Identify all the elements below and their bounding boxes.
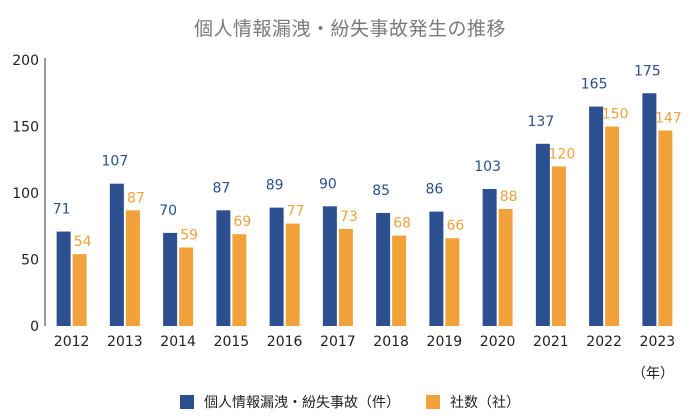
data-label-companies-2014: 59 [180, 228, 198, 244]
x-tick-label-2013: 2013 [107, 334, 143, 350]
data-label-incidents-2013: 107 [102, 154, 129, 170]
legend-item-incidents: 個人情報漏洩・紛失事故（件） [180, 392, 400, 412]
bar-companies-2019 [445, 238, 460, 326]
data-label-incidents-2018: 85 [372, 183, 390, 199]
data-label-incidents-2022: 165 [581, 77, 608, 93]
bar-companies-2013 [125, 210, 140, 326]
legend-swatch-incidents [180, 395, 194, 409]
bar-incidents-2022 [589, 106, 604, 326]
data-label-incidents-2015: 87 [212, 180, 230, 196]
bar-companies-2015 [232, 234, 247, 326]
data-label-companies-2016: 77 [287, 204, 305, 220]
bar-incidents-2018 [376, 212, 391, 326]
y-tick-label-150: 150 [12, 120, 39, 136]
x-tick-label-2014: 2014 [160, 334, 196, 350]
data-label-companies-2018: 68 [393, 216, 411, 232]
bar-incidents-2016 [269, 207, 284, 326]
legend-label-companies: 社数（社） [450, 395, 520, 411]
x-tick-label-2021: 2021 [533, 334, 569, 350]
x-tick-label-2012: 2012 [54, 334, 90, 350]
bar-companies-2021 [551, 166, 566, 326]
data-label-incidents-2019: 86 [425, 182, 443, 198]
y-tick-label-200: 200 [12, 53, 39, 69]
data-label-companies-2012: 54 [74, 234, 92, 250]
bar-incidents-2023 [642, 93, 657, 326]
data-label-companies-2017: 73 [340, 209, 358, 225]
data-label-incidents-2012: 71 [53, 202, 71, 218]
data-label-incidents-2020: 103 [474, 159, 501, 175]
legend-item-companies: 社数（社） [426, 392, 520, 412]
data-label-incidents-2017: 90 [319, 176, 337, 192]
y-tick-label-0: 0 [30, 319, 39, 335]
legend: 個人情報漏洩・紛失事故（件） 社数（社） [0, 392, 700, 412]
legend-label-incidents: 個人情報漏洩・紛失事故（件） [204, 395, 400, 411]
data-label-companies-2020: 88 [500, 189, 518, 205]
bar-incidents-2012 [56, 231, 71, 326]
y-tick-label-100: 100 [12, 186, 39, 202]
data-label-incidents-2014: 70 [159, 203, 177, 219]
bar-companies-2022 [605, 126, 620, 326]
x-tick-label-2023: 2023 [640, 334, 676, 350]
x-tick-label-2020: 2020 [480, 334, 516, 350]
x-tick-label-2015: 2015 [214, 334, 250, 350]
chart-title: 個人情報漏洩・紛失事故発生の推移 [193, 18, 506, 40]
bar-incidents-2019 [429, 211, 444, 326]
x-tick-label-2016: 2016 [267, 334, 303, 350]
data-label-companies-2015: 69 [233, 214, 251, 230]
bar-companies-2017 [338, 228, 353, 326]
data-label-companies-2022: 150 [602, 107, 629, 123]
bar-companies-2016 [285, 223, 300, 326]
bar-incidents-2021 [535, 143, 550, 326]
bar-incidents-2020 [482, 189, 497, 326]
bar-incidents-2014 [163, 232, 178, 326]
x-tick-label-2019: 2019 [427, 334, 463, 350]
data-label-companies-2013: 87 [127, 190, 145, 206]
bar-companies-2023 [658, 130, 673, 326]
x-tick-label-2018: 2018 [373, 334, 409, 350]
bar-companies-2018 [392, 235, 407, 326]
x-tick-label-2017: 2017 [320, 334, 356, 350]
bar-companies-2012 [72, 254, 87, 326]
data-label-companies-2021: 120 [549, 146, 576, 162]
x-axis-unit-label: （年） [632, 366, 674, 382]
data-label-companies-2019: 66 [446, 218, 464, 234]
data-label-incidents-2016: 89 [266, 178, 284, 194]
bar-incidents-2013 [109, 183, 124, 326]
y-tick-label-50: 50 [21, 253, 39, 269]
bar-incidents-2015 [216, 210, 231, 326]
x-tick-label-2022: 2022 [586, 334, 622, 350]
data-label-incidents-2023: 175 [634, 63, 661, 79]
bar-companies-2020 [498, 208, 513, 326]
bar-companies-2014 [179, 247, 194, 326]
data-label-companies-2023: 147 [655, 110, 682, 126]
data-label-incidents-2021: 137 [528, 114, 555, 130]
legend-swatch-companies [426, 395, 440, 409]
bar-incidents-2017 [322, 206, 337, 326]
